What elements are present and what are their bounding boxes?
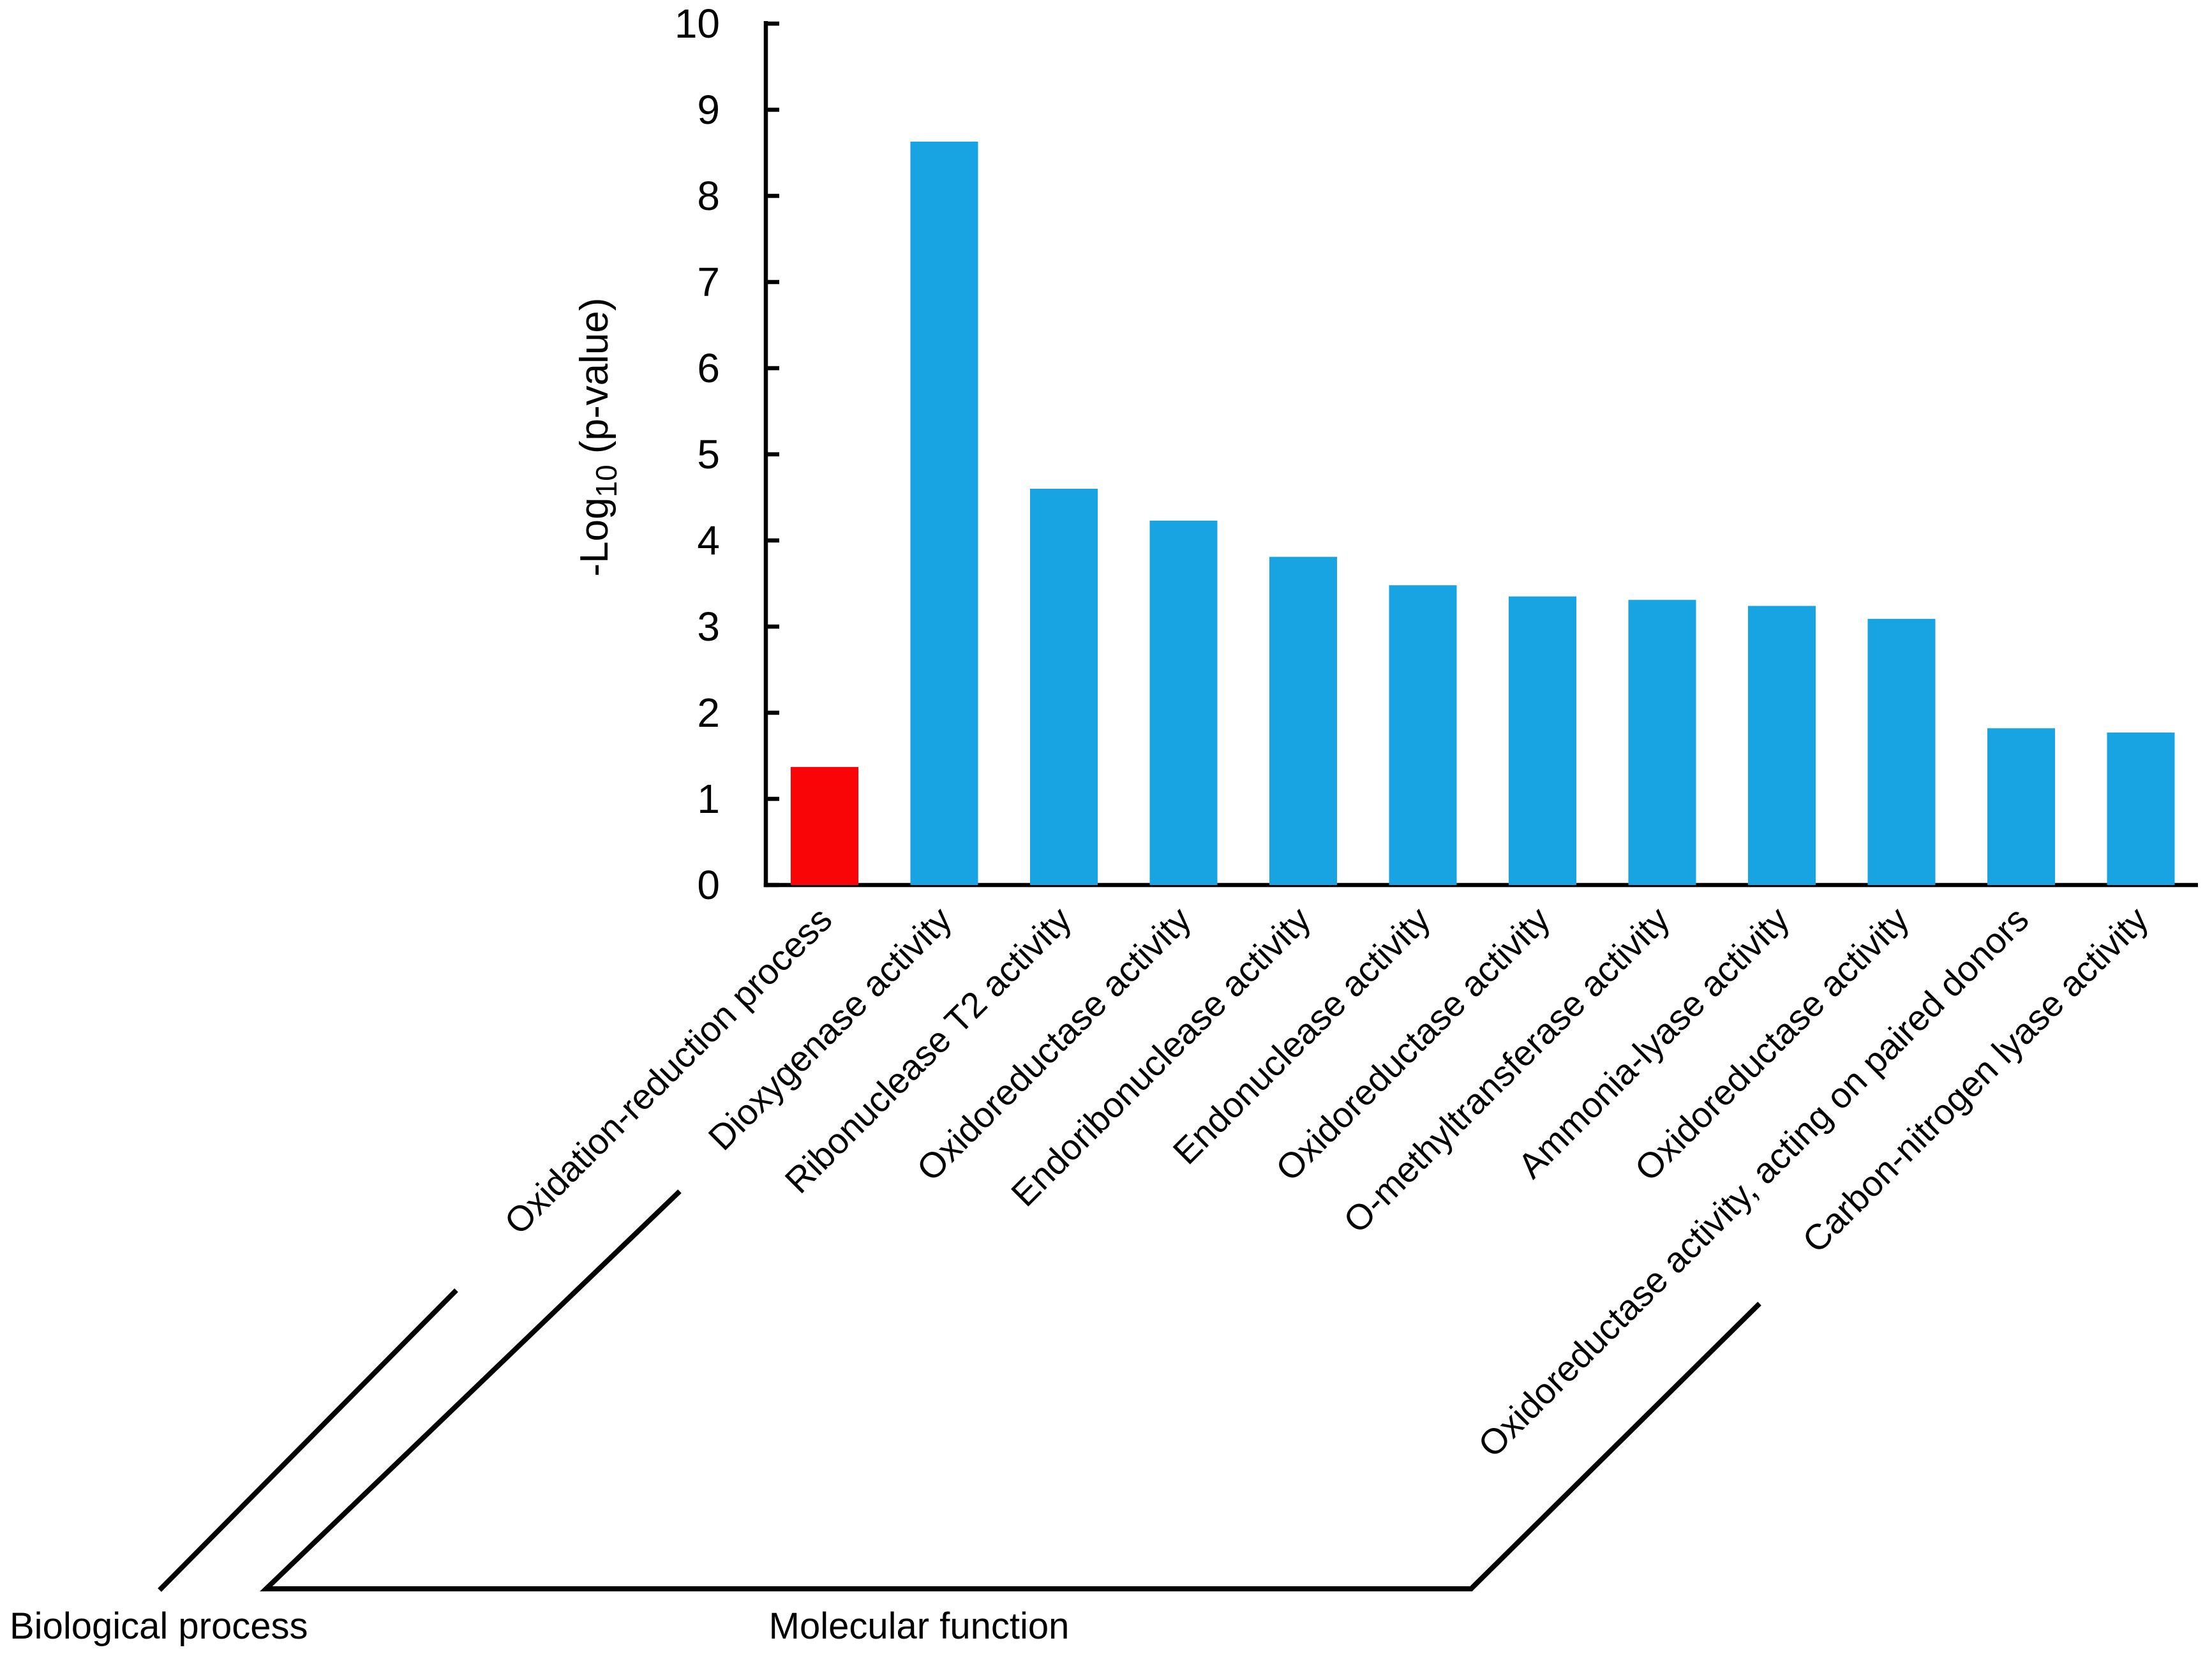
group-label-molecular-function: Molecular function (769, 1605, 1070, 1647)
bar-11 (1987, 728, 2055, 885)
bar-10 (1867, 618, 1936, 885)
y-tick-label: 3 (697, 604, 720, 650)
group-label-biological-process: Biological process (10, 1605, 308, 1647)
bar-9 (1748, 606, 1816, 885)
bar-7 (1509, 596, 1576, 885)
bar-3 (1030, 489, 1098, 885)
y-tick-label: 9 (697, 87, 720, 133)
y-tick-label: 4 (697, 517, 720, 563)
y-axis-title: -Log10 (p-value) (572, 297, 623, 576)
biological-process-bracket-line (158, 1288, 458, 1592)
bar-12 (2107, 733, 2175, 885)
y-tick-label: 1 (697, 776, 720, 822)
y-tick-label: 8 (697, 173, 720, 219)
y-tick-label: 6 (697, 345, 720, 391)
bars (791, 141, 2175, 886)
y-tick-label: 5 (697, 431, 720, 477)
y-axis-ticks: 0 1 2 3 4 5 6 7 8 9 10 (675, 1, 779, 908)
bar-8 (1628, 600, 1696, 885)
y-tick-label: 10 (675, 1, 720, 47)
molecular-function-bracket-line (260, 1189, 1761, 1591)
bar-5 (1269, 556, 1337, 885)
bar-6 (1389, 585, 1457, 885)
y-tick-label: 0 (697, 862, 720, 908)
y-tick-label: 2 (697, 690, 720, 736)
bar-1 (791, 767, 858, 885)
bar-4 (1149, 520, 1218, 885)
y-tick-label: 7 (697, 259, 720, 305)
bar-2 (910, 141, 978, 886)
